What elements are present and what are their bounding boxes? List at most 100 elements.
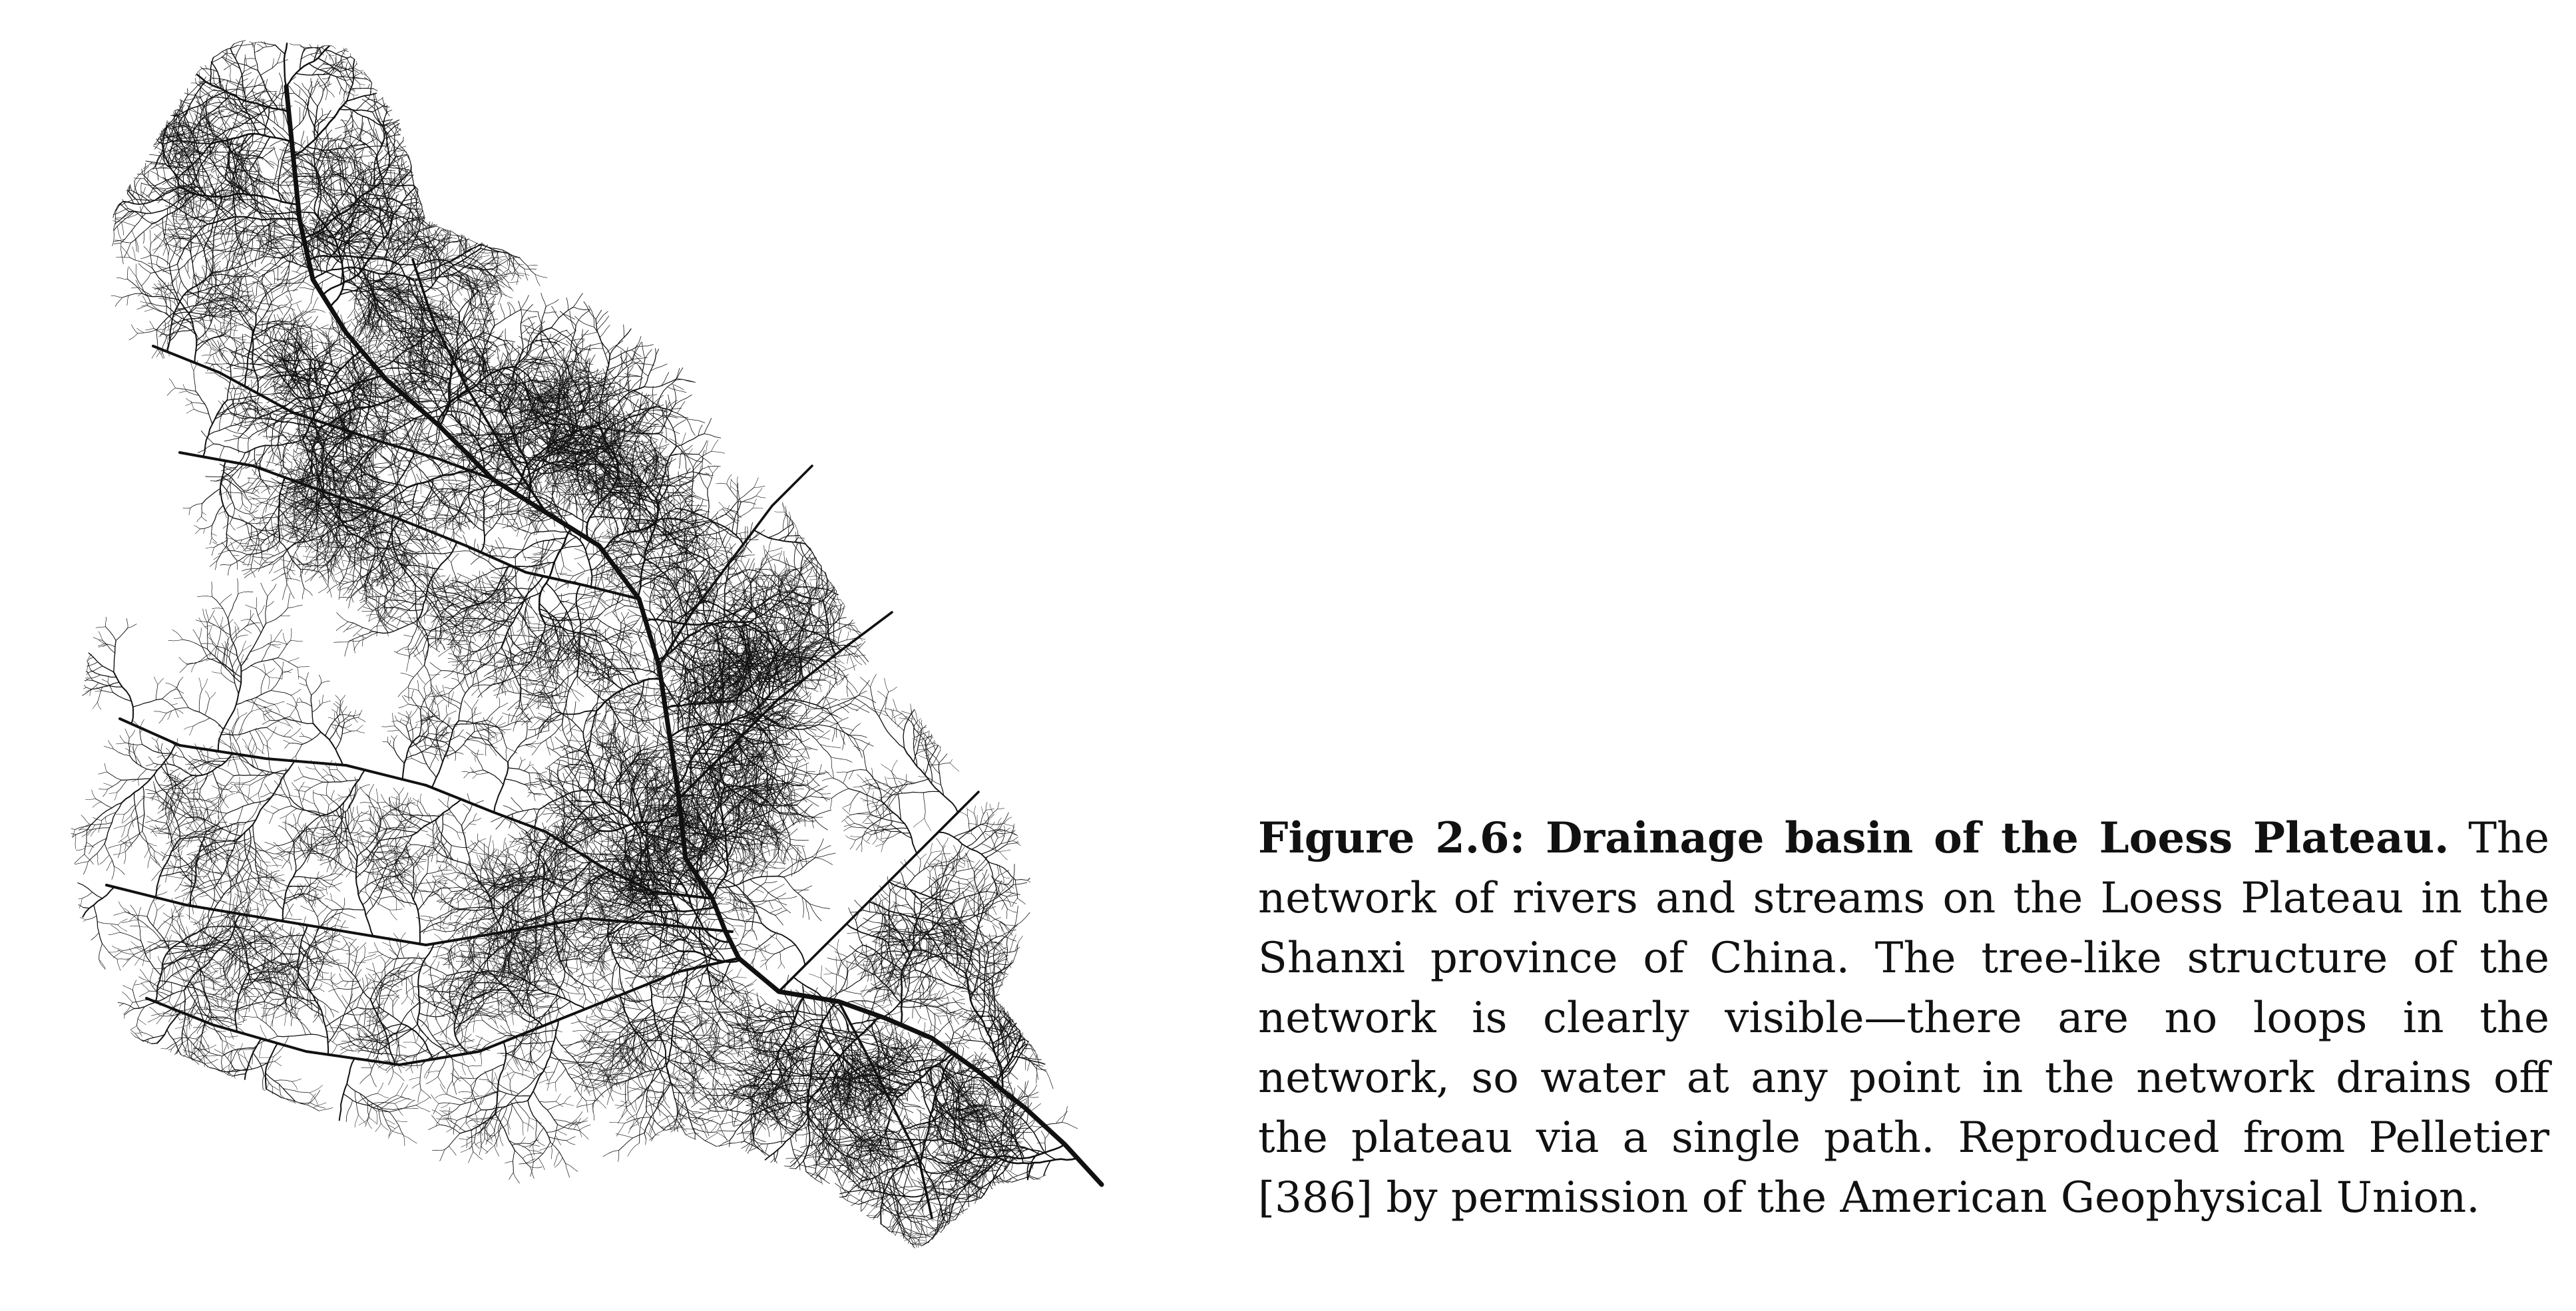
stream-segment [920, 1116, 931, 1121]
stream-segment [764, 1121, 770, 1137]
stream-segment [957, 1185, 965, 1195]
stream-segment [668, 675, 675, 691]
stream-segment [945, 1210, 949, 1224]
river-network-drawing [71, 40, 1104, 1248]
stream-segment [941, 1197, 947, 1228]
stream-segment [970, 1095, 994, 1115]
stream-segment [707, 920, 710, 929]
stream-segment [741, 1004, 744, 1015]
stream-segment [925, 1185, 939, 1187]
stream-segment [780, 1012, 783, 1028]
stream-segment [797, 885, 813, 894]
stream-segment [956, 918, 976, 942]
stream-segment [628, 609, 638, 616]
stream-segment [959, 927, 968, 932]
stream-segment [949, 1156, 988, 1219]
stream-segment [879, 966, 895, 970]
stream-segment [831, 757, 834, 779]
stream-segment [970, 1026, 984, 1031]
stream-segment [914, 969, 969, 990]
stream-segment [992, 1018, 1002, 1026]
stream-segment [554, 736, 566, 746]
stream-segment [626, 615, 638, 619]
stream-segment [656, 983, 660, 992]
stream-segment [584, 671, 600, 674]
stream-segment [704, 921, 708, 929]
stream-segment [1028, 1176, 1034, 1180]
stream-segment [831, 757, 853, 763]
stream-segment [583, 681, 591, 687]
stream-segment [923, 1075, 949, 1099]
stream-segment [624, 977, 636, 980]
stream-segment [909, 1119, 919, 1128]
stream-segment [919, 988, 921, 1009]
stream-segment [982, 1163, 988, 1172]
stream-segment [578, 769, 590, 770]
stream-segment [1020, 1080, 1029, 1097]
stream-segment [915, 978, 937, 1002]
stream-segment [988, 994, 1013, 1028]
stream-segment [909, 1149, 922, 1154]
stream-segment [976, 1083, 984, 1091]
stream-segment [972, 1091, 977, 1099]
stream-segment [1023, 1138, 1034, 1151]
stream-segment [981, 1114, 998, 1158]
stream-segment [776, 1010, 828, 1016]
stream-segment [729, 1113, 751, 1141]
stream-segment [612, 605, 626, 613]
stream-segment [938, 1171, 966, 1187]
stream-segment [966, 1185, 976, 1189]
stream-segment [1006, 1036, 1008, 1045]
stream-segment [903, 1170, 913, 1187]
stream-segment [955, 928, 959, 968]
stream-segment [588, 748, 595, 756]
stream-segment [674, 989, 679, 997]
stream-segment [877, 1031, 899, 1040]
stream-segment [953, 1142, 955, 1163]
stream-segment [980, 1156, 1009, 1199]
stream-segment [898, 1115, 906, 1135]
stream-segment [768, 884, 785, 893]
stream-segment [972, 992, 985, 996]
stream-segment [915, 1157, 935, 1159]
river-network [71, 40, 1104, 1248]
stream-segment [719, 1051, 735, 1063]
stream-segment [851, 956, 868, 970]
stream-segment [801, 896, 804, 918]
stream-segment [1031, 1115, 1037, 1127]
stream-segment [946, 932, 963, 942]
stream-segment [947, 1157, 953, 1175]
stream-segment [978, 1074, 998, 1079]
stream-segment [963, 1039, 986, 1043]
stream-segment [978, 1005, 988, 1011]
stream-segment [959, 1015, 971, 1020]
stream-segment [995, 1119, 1010, 1129]
stream-segment [889, 888, 906, 900]
stream-segment [670, 772, 674, 785]
stream-segment [1007, 1169, 1018, 1177]
stream-segment [1017, 1104, 1028, 1108]
stream-segment [785, 1157, 799, 1159]
stream-segment [838, 960, 842, 975]
stream-segment [955, 1032, 965, 1040]
stream-segment [706, 986, 709, 995]
stream-segment [775, 910, 787, 916]
stream-segment [994, 1007, 1010, 1019]
stream-segment [992, 972, 999, 987]
stream-segment [825, 697, 841, 701]
stream-segment [574, 751, 578, 760]
stream-segment [755, 889, 764, 893]
stream-segment [925, 1149, 927, 1169]
stream-segment [1014, 1137, 1024, 1139]
stream-segment [777, 896, 797, 900]
stream-segment [789, 715, 803, 719]
stream-segment [828, 1052, 833, 1065]
stream-segment [811, 845, 831, 857]
stream-segment [607, 832, 609, 848]
stream-segment [1024, 1161, 1032, 1162]
stream-segment [1008, 962, 1014, 967]
stream-segment [969, 973, 982, 977]
stream-segment [959, 1047, 964, 1071]
stream-segment [909, 1172, 943, 1191]
stream-segment [799, 803, 813, 815]
